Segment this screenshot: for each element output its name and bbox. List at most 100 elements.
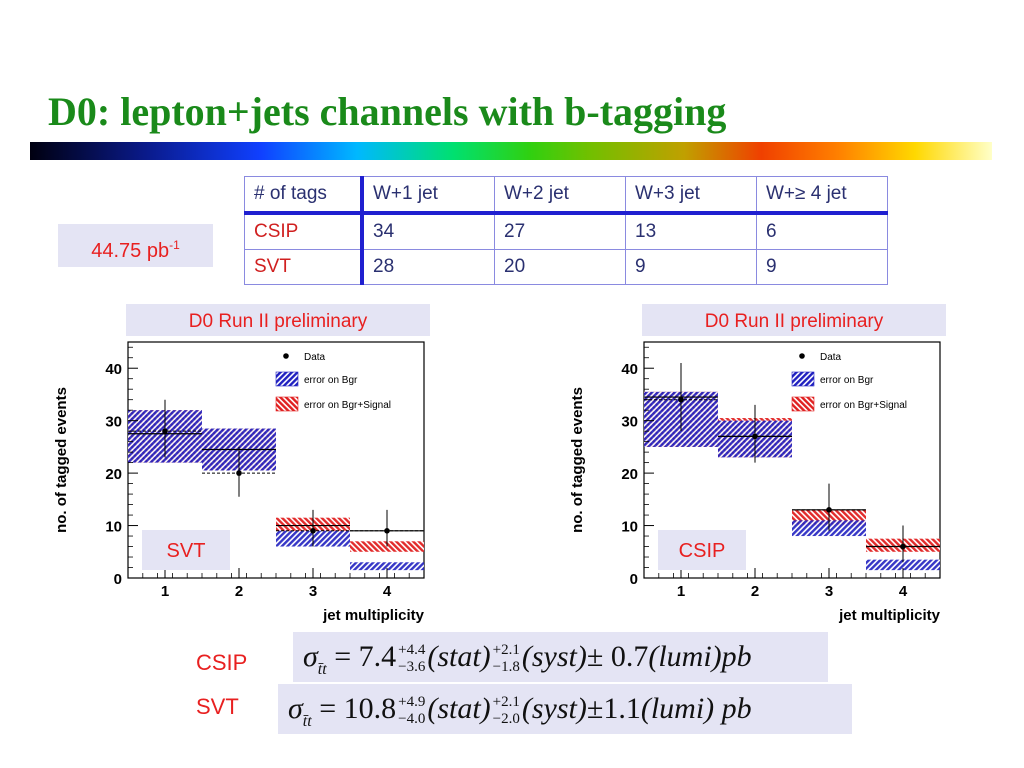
table-header-cell: W+≥ 4 jet	[756, 176, 888, 215]
x-axis-label: jet multiplicity	[322, 607, 425, 624]
stat-down: −3.6	[398, 659, 426, 676]
y-tick-label: 20	[621, 466, 638, 483]
data-point	[162, 428, 168, 434]
stat-up: +4.9	[398, 694, 426, 711]
data-point	[384, 528, 390, 534]
table-header-row: # of tags W+1 jet W+2 jet W+3 jet W+≥ 4 …	[244, 176, 888, 215]
data-point	[310, 528, 316, 534]
lumi-error: ± 0.7	[586, 640, 649, 673]
y-tick-label: 0	[114, 571, 122, 588]
legend-signal-swatch	[275, 396, 299, 412]
tag-label-box	[658, 530, 746, 570]
legend-entry: Data	[304, 352, 326, 363]
csip-chart: D0 Run II preliminary 0 10 20 30 40 1 2 3 4 jet mu…	[569, 304, 946, 624]
legend-data-marker	[799, 353, 805, 359]
table-cell: 34	[361, 212, 495, 250]
table-cell: 27	[494, 212, 626, 250]
sigma-symbol: σ	[303, 640, 318, 673]
y-tick-label: 0	[630, 571, 638, 588]
y-tick-label: 20	[105, 466, 122, 483]
lumi-text: (lumi) pb	[640, 692, 752, 725]
stat-up: +4.4	[398, 642, 426, 659]
data-point	[678, 396, 684, 403]
syst-up: +2.1	[492, 642, 520, 659]
x-tick-label: 4	[383, 583, 392, 600]
table-cell: 9	[625, 249, 757, 285]
lumi-text: (lumi)pb	[648, 640, 752, 673]
legend-data-marker	[283, 353, 289, 359]
table-row-label: CSIP	[244, 212, 364, 250]
table-row: SVT 28 20 9 9	[244, 249, 888, 285]
csip-result-label: CSIP	[196, 650, 248, 675]
legend-bgr-swatch	[791, 371, 815, 387]
table-row: CSIP 34 27 13 6	[244, 212, 888, 250]
y-tick-label: 40	[105, 361, 122, 378]
sigma-subscript: t̄t	[317, 661, 327, 678]
legend-signal-swatch	[791, 396, 815, 412]
x-tick-label: 2	[235, 583, 243, 600]
syst-text: (syst)	[521, 692, 587, 725]
bgr-band	[350, 562, 424, 571]
data-point	[900, 543, 906, 550]
x-axis-label: jet multiplicity	[838, 607, 941, 624]
table-cell: 13	[625, 212, 757, 250]
svt-result-formula: σt̄t = 10.8 +4.9 −4.0 (stat) +2.1 −2.0 (syst)±…	[278, 684, 852, 734]
csip-result-formula: σt̄t = 7.4 +4.4 −3.6 (stat) +2.1 −1.8 (syst)± …	[293, 632, 828, 682]
table-cell: 6	[756, 212, 888, 250]
y-tick-label: 30	[105, 414, 122, 431]
syst-down: −1.8	[492, 659, 520, 676]
cross-section-value: 10.8	[343, 692, 397, 725]
tag-count-table: # of tags W+1 jet W+2 jet W+3 jet W+≥ 4 …	[244, 176, 888, 285]
panel-title-box	[642, 304, 946, 336]
x-tick-label: 3	[309, 583, 317, 600]
svt-result-label: SVT	[196, 694, 239, 719]
sigma-symbol: σ	[288, 692, 303, 725]
syst-down: −2.0	[492, 711, 520, 728]
legend-bgr-swatch	[275, 371, 299, 387]
y-tick-label: 30	[621, 414, 638, 431]
luminosity-value: 44.75 pb	[91, 240, 170, 262]
x-tick-label: 1	[161, 583, 169, 600]
x-tick-label: 4	[899, 583, 908, 600]
data-point	[826, 507, 832, 513]
sigma-subscript: t̄t	[302, 713, 312, 730]
data-point	[236, 470, 242, 476]
luminosity-exponent: -1	[169, 238, 180, 252]
slide-title: D0: lepton+jets channels with b-tagging	[48, 89, 727, 134]
bgr-band	[866, 559, 940, 571]
y-tick-label: 10	[621, 519, 638, 536]
x-tick-label: 1	[677, 583, 685, 600]
panel-title: D0 Run II preliminary	[189, 311, 368, 332]
table-cell: 28	[361, 249, 495, 285]
y-tick-label: 40	[621, 361, 638, 378]
x-tick-label: 3	[825, 583, 833, 600]
table-header-cell: # of tags	[244, 176, 364, 215]
y-axis-label: no. of tagged events	[53, 387, 70, 533]
svt-chart: D0 Run II preliminary 0 10 20 30 40 1 2 3 4 jet mu…	[53, 304, 430, 624]
table-cell: 9	[756, 249, 888, 285]
y-axis-label: no. of tagged events	[569, 387, 586, 533]
tag-label: CSIP	[679, 540, 726, 562]
table-row-label: SVT	[244, 249, 364, 285]
legend-entry: error on Bgr+Signal	[820, 400, 907, 411]
syst-text: (syst)	[521, 640, 587, 673]
table-header-cell: W+2 jet	[494, 176, 626, 215]
tag-label-box	[142, 530, 230, 570]
data-point	[752, 433, 758, 440]
tag-label: SVT	[167, 540, 206, 562]
cross-section-value: 7.4	[358, 640, 397, 673]
x-tick-label: 2	[751, 583, 759, 600]
table-header-cell: W+3 jet	[625, 176, 757, 215]
lumi-error: ±1.1	[586, 692, 641, 725]
y-tick-label: 10	[105, 519, 122, 536]
panel-title-box	[126, 304, 430, 336]
legend-entry: error on Bgr	[820, 375, 874, 386]
stat-text: (stat)	[427, 640, 491, 673]
legend-entry: Data	[820, 352, 842, 363]
stat-text: (stat)	[427, 692, 491, 725]
table-header-cell: W+1 jet	[361, 176, 495, 215]
table-cell: 20	[494, 249, 626, 285]
legend-entry: error on Bgr+Signal	[304, 400, 391, 411]
legend-entry: error on Bgr	[304, 375, 358, 386]
luminosity-badge: 44.75 pb-1	[58, 224, 213, 267]
